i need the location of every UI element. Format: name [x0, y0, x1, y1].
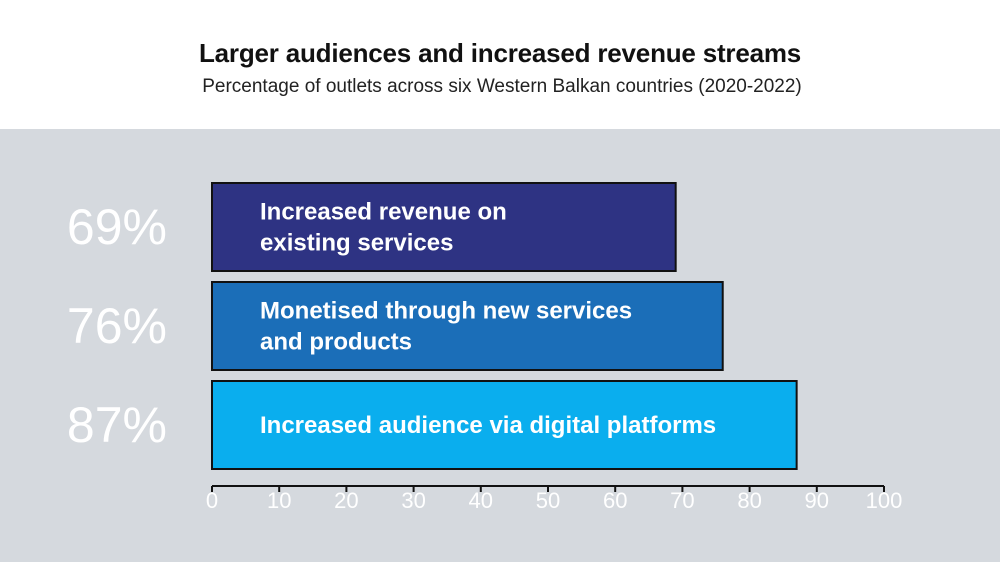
bar-1: [211, 182, 677, 272]
x-tick-label-100: 100: [866, 488, 903, 513]
value-label-2: 76%: [67, 298, 167, 354]
bar-label-2-line-1: Monetised through new services: [260, 298, 632, 325]
x-tick-label-70: 70: [670, 488, 694, 513]
bar-2: [211, 281, 724, 371]
bar-group-1: 69% Increased revenue on existing services: [67, 182, 677, 272]
x-tick-label-90: 90: [805, 488, 829, 513]
x-tick-label-30: 30: [401, 488, 425, 513]
value-label-1: 69%: [67, 199, 167, 255]
x-axis: 0 10 20 30 40 50 60 70 80 90 100: [206, 485, 903, 513]
x-tick-label-10: 10: [267, 488, 291, 513]
x-tick-label-40: 40: [469, 488, 493, 513]
x-tick-label-60: 60: [603, 488, 627, 513]
chart-header: Larger audiences and increased revenue s…: [0, 0, 1000, 129]
bar-label-3-line-1: Increased audience via digital platforms: [260, 412, 716, 439]
x-tick-label-20: 20: [334, 488, 358, 513]
bar-label-2-line-2: and products: [260, 329, 412, 356]
x-tick-label-80: 80: [737, 488, 761, 513]
value-label-3: 87%: [67, 397, 167, 453]
bar-label-1-line-1: Increased revenue on: [260, 199, 507, 226]
chart-subtitle: Percentage of outlets across six Western…: [202, 76, 802, 97]
x-tick-label-50: 50: [536, 488, 560, 513]
bar-group-3: 87% Increased audience via digital platfo…: [67, 380, 798, 470]
bar-3: [211, 380, 798, 470]
x-tick-label-0: 0: [206, 488, 218, 513]
bar-group-2: 76% Monetised through new services and pro…: [67, 281, 724, 371]
chart-title: Larger audiences and increased revenue s…: [198, 38, 802, 68]
bar-label-1-line-2: existing services: [260, 230, 453, 257]
bars-layer: 69% Increased revenue on existing services…: [67, 182, 798, 470]
